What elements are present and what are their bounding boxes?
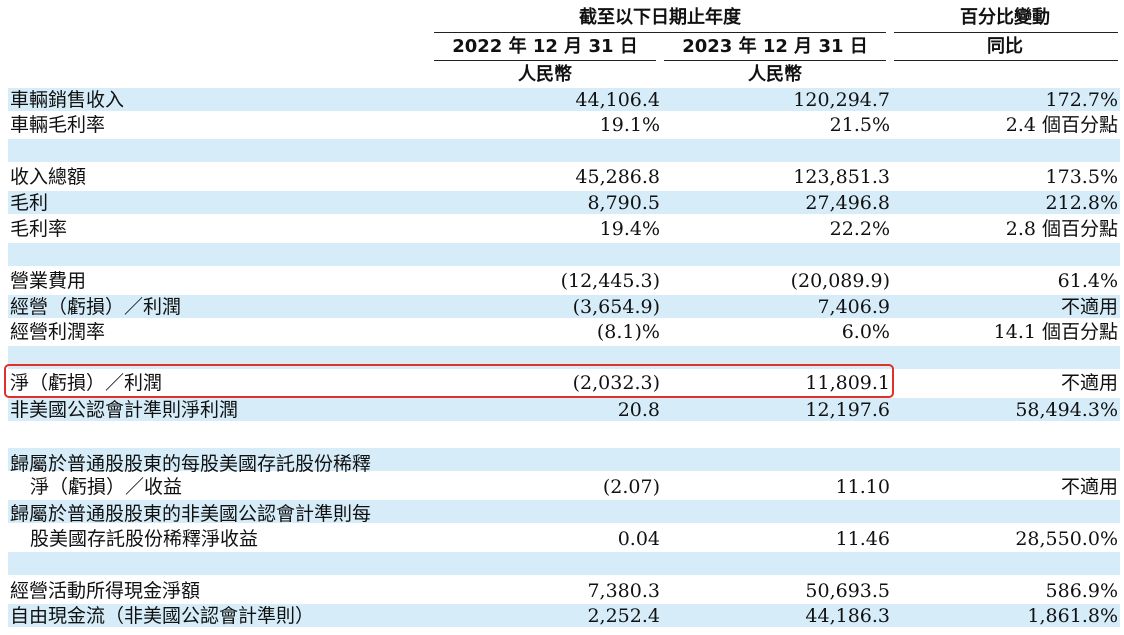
value-2023: 44,186.3 <box>805 605 890 627</box>
value-change: 212.8% <box>1045 192 1118 214</box>
value-2023: 11,809.1 <box>805 372 890 394</box>
value-2022: 0.04 <box>617 528 660 550</box>
row-band <box>8 448 1120 471</box>
value-change: 61.4% <box>1057 270 1118 292</box>
value-2023: 27,496.8 <box>805 192 890 214</box>
value-change: 1,861.8% <box>1027 605 1118 627</box>
value-2023: (20,089.9) <box>790 270 890 292</box>
value-2022: 19.1% <box>599 114 660 136</box>
row-band <box>8 88 1120 111</box>
value-2023: 12,197.6 <box>805 399 890 421</box>
value-change: 不適用 <box>1060 372 1118 394</box>
row-label: 經營利潤率 <box>10 321 106 343</box>
value-2022: (2,032.3) <box>572 372 660 394</box>
row-label: 車輛銷售收入 <box>10 89 125 111</box>
value-change: 2.8 個百分點 <box>1005 218 1118 240</box>
row-label: 車輛毛利率 <box>10 114 106 136</box>
row-label: 股美國存託股份稀釋淨收益 <box>30 528 259 550</box>
value-2023: 120,294.7 <box>793 89 890 111</box>
value-2022: 8,790.5 <box>587 192 660 214</box>
value-2022: 7,380.3 <box>587 580 660 602</box>
row-label: 經營（虧損）／利潤 <box>10 296 182 318</box>
value-2023: 7,406.9 <box>817 296 890 318</box>
row-label: 淨（虧損）／收益 <box>30 476 183 498</box>
period-group-header: 截至以下日期止年度 <box>579 7 741 28</box>
currency-2022: 人民幣 <box>518 64 572 85</box>
value-2023: 11.46 <box>835 528 890 550</box>
value-2023: 11.10 <box>835 476 890 498</box>
column-header-yoy: 同比 <box>987 36 1023 57</box>
header-rule <box>894 32 1118 33</box>
value-change: 28,550.0% <box>1015 528 1118 550</box>
value-2022: 44,106.4 <box>575 89 660 111</box>
row-label: 收入總額 <box>10 166 87 188</box>
value-change: 不適用 <box>1060 296 1118 318</box>
value-2022: (2.07) <box>602 476 660 498</box>
value-2022: 20.8 <box>617 399 660 421</box>
row-label: 自由現金流（非美國公認會計準則） <box>10 605 315 627</box>
value-change: 172.7% <box>1045 89 1118 111</box>
row-band <box>8 500 1120 523</box>
row-band <box>8 191 1120 214</box>
value-2023: 21.5% <box>829 114 890 136</box>
row-band <box>8 243 1120 266</box>
value-change: 586.9% <box>1045 580 1118 602</box>
row-label: 歸屬於普通股股東的每股美國存託股份稀釋 <box>10 453 372 475</box>
value-2022: (8.1)% <box>596 321 660 343</box>
row-label: 毛利率 <box>10 218 68 240</box>
header-rule <box>434 32 886 33</box>
value-change: 14.1 個百分點 <box>993 321 1118 343</box>
row-band <box>8 346 1120 369</box>
column-header-2022: 2022 年 12 月 31 日 <box>452 36 638 57</box>
row-band <box>8 295 1120 318</box>
value-2022: 19.4% <box>599 218 660 240</box>
header-rule <box>434 60 656 61</box>
value-2022: (3,654.9) <box>572 296 660 318</box>
value-change: 不適用 <box>1060 476 1118 498</box>
value-2022: (12,445.3) <box>560 270 660 292</box>
row-label: 營業費用 <box>10 270 87 292</box>
row-band <box>8 604 1120 627</box>
value-2023: 22.2% <box>829 218 890 240</box>
value-2023: 50,693.5 <box>805 580 890 602</box>
row-band <box>8 398 1120 421</box>
value-2022: 45,286.8 <box>575 166 660 188</box>
value-2023: 123,851.3 <box>793 166 890 188</box>
row-label: 非美國公認會計準則淨利潤 <box>10 399 239 421</box>
row-band <box>8 139 1120 162</box>
row-label: 經營活動所得現金淨額 <box>10 580 201 602</box>
row-label: 歸屬於普通股股東的非美國公認會計準則每 <box>10 503 372 525</box>
currency-2023: 人民幣 <box>748 64 802 85</box>
change-group-header: 百分比變動 <box>960 7 1050 28</box>
value-2023: 6.0% <box>841 321 890 343</box>
value-change: 58,494.3% <box>1015 399 1118 421</box>
header-rule <box>894 60 1118 61</box>
column-header-2023: 2023 年 12 月 31 日 <box>682 36 868 57</box>
highlight-box <box>4 364 894 398</box>
row-band <box>8 552 1120 575</box>
value-change: 2.4 個百分點 <box>1005 114 1118 136</box>
row-label: 淨（虧損）／利潤 <box>10 372 163 394</box>
row-label: 毛利 <box>10 192 49 214</box>
value-2022: 2,252.4 <box>587 605 660 627</box>
value-change: 173.5% <box>1045 166 1118 188</box>
header-rule <box>664 60 886 61</box>
